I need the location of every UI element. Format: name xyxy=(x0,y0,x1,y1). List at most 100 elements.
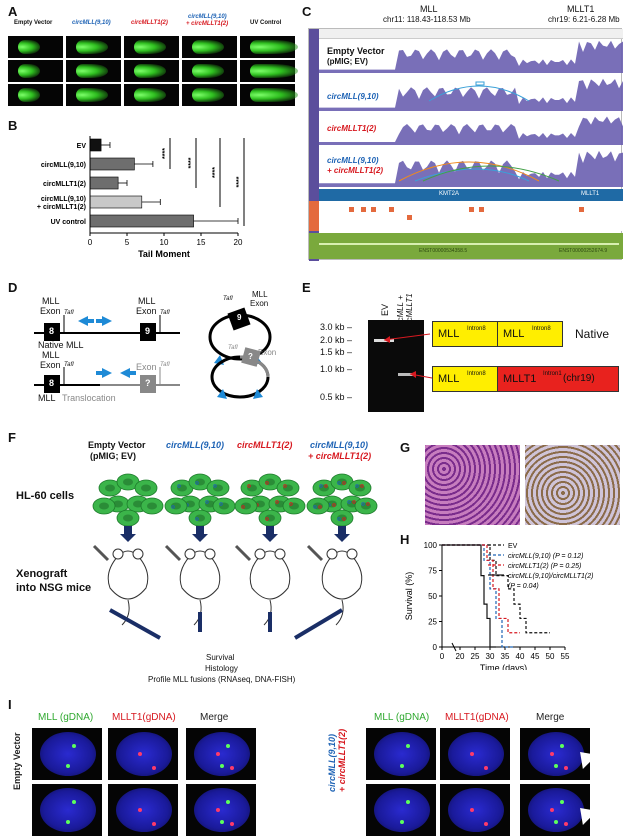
d-exon8-2: 8 xyxy=(49,378,55,388)
fusion-right-intron: Intron1 xyxy=(543,371,562,377)
h-series-line xyxy=(442,544,496,648)
comet-image xyxy=(124,60,179,82)
agarose-gel xyxy=(368,320,424,412)
fish-header: Empty Vector xyxy=(12,732,22,790)
d-circ-mll: MLL xyxy=(252,290,268,299)
genome-browser: Empty Vector (pMIG; EV) circMLL(9,10) ci… xyxy=(308,28,623,261)
syringe xyxy=(164,544,182,562)
down-arrow xyxy=(120,526,136,542)
convergence-arrow xyxy=(109,608,161,640)
track-ev: Empty Vector xyxy=(327,46,385,56)
a-col-combo-2: + circMLLT1(2) xyxy=(186,21,229,27)
fish-nucleus-image xyxy=(366,728,436,780)
b-significance: **** xyxy=(188,157,195,168)
fusion-right-chr: (chr19) xyxy=(563,373,595,384)
fusion-right-mllt1: MLLT1 xyxy=(503,373,537,385)
h-legend-entry: circMLL(9,10)/circMLLT1(2) xyxy=(508,573,593,580)
b-bar xyxy=(89,214,194,228)
mouse xyxy=(107,550,149,600)
b-significance: **** xyxy=(236,176,243,187)
h-legend-entry: circMLL(9,10) (P = 0.12) xyxy=(508,553,583,560)
b-xlabel: Tail Moment xyxy=(138,249,190,259)
comet-image xyxy=(182,84,237,106)
h-xtick: 30 xyxy=(486,652,495,661)
fish-nucleus-image xyxy=(186,784,256,836)
a-col-circmll: circMLL(9,10) xyxy=(72,20,111,26)
fusion-box: MLL Intron8 MLLT1 Intron1 (chr19) xyxy=(432,366,619,392)
ladder-mark: 1.5 kb – xyxy=(320,347,353,357)
mll-schematic xyxy=(34,307,272,393)
d-q-1: ? xyxy=(145,378,151,388)
b-xtick: 15 xyxy=(197,238,206,247)
d-trans-label: Translocation xyxy=(62,393,116,403)
f-col3: circMLLT1(2) xyxy=(237,440,293,450)
circ-translocation xyxy=(210,347,270,399)
coverage-tracks xyxy=(319,40,623,187)
coverage-track xyxy=(319,150,623,187)
native-right-mll: MLL xyxy=(503,328,525,340)
a-col-uv: UV Control xyxy=(250,20,282,26)
fish-nucleus-image xyxy=(520,728,590,780)
b-significance: **** xyxy=(162,148,169,159)
fish-header: MLLT1(gDNA) xyxy=(112,712,176,723)
d-exon-4: Exon xyxy=(136,362,157,372)
fish-nucleus-image xyxy=(440,728,510,780)
down-arrow xyxy=(262,526,278,542)
h-series-line xyxy=(442,544,514,648)
ladder-mark: 1.0 kb – xyxy=(320,364,353,374)
comet-image xyxy=(240,84,298,106)
h-ytick: 50 xyxy=(428,592,437,601)
d-circ-exon: Exon xyxy=(250,299,269,308)
comet-image xyxy=(240,36,298,58)
down-arrow xyxy=(192,526,208,542)
h-xlabel: Time (days) xyxy=(480,663,527,670)
d-tafi-3: TafI xyxy=(64,362,74,368)
histology-he xyxy=(425,445,520,525)
b-category-label: circMLL(9,10) xyxy=(41,196,86,203)
fish-nucleus-image xyxy=(520,784,590,836)
b-category-label: EV xyxy=(77,143,87,150)
d-exon8-1: 8 xyxy=(49,326,55,336)
panel-a-label: A xyxy=(8,4,18,19)
b-bar xyxy=(89,138,102,152)
fish-nucleus-image xyxy=(366,784,436,836)
fish-nucleus-image xyxy=(108,728,178,780)
fish-nucleus-image xyxy=(186,728,256,780)
d-mll-2: MLL xyxy=(138,296,156,306)
b-bar xyxy=(89,176,119,190)
comet-image xyxy=(66,36,121,58)
h-legend-entry: EV xyxy=(508,543,518,550)
native-left-mll: MLL xyxy=(438,328,460,340)
b-bar xyxy=(89,157,135,171)
fusion-left-intron: Intron8 xyxy=(467,371,486,377)
f-out1: Survival xyxy=(206,653,235,662)
b-category-label: circMLLT1(2) xyxy=(43,181,86,188)
browser-sidebar xyxy=(309,29,319,261)
comet-image xyxy=(182,60,237,82)
b-significance: **** xyxy=(212,167,219,178)
f-out3: Profile MLL fusions (RNAseq, DNA-FISH) xyxy=(148,675,296,684)
d-exon-1: Exon xyxy=(40,306,61,316)
a-col-combo-1: circMLL(9,10) xyxy=(188,14,227,20)
h-xtick: 55 xyxy=(561,652,570,661)
fish-nucleus-image xyxy=(108,784,178,836)
ladder-mark: 3.0 kb – xyxy=(320,322,353,332)
f-col2: circMLL(9,10) xyxy=(166,440,225,450)
tail-moment-chart: EV circMLL(9,10) circMLLT1(2) circMLL(9,10)… xyxy=(37,136,245,259)
native-left-intron: Intron8 xyxy=(467,326,486,332)
h-ytick: 75 xyxy=(428,567,437,576)
track-circmllt1: circMLLT1(2) xyxy=(327,124,377,133)
f-out2: Histology xyxy=(205,664,238,673)
h-xtick: 45 xyxy=(531,652,540,661)
d-exon-3: Exon xyxy=(40,360,61,370)
panel-f-label: F xyxy=(8,430,16,445)
syringe xyxy=(92,544,110,562)
native-box: MLL Intron8 MLL Intron8 xyxy=(432,321,563,347)
panel-e-label: E xyxy=(302,280,311,295)
fusion-left-mll: MLL xyxy=(438,373,460,385)
coverage-track xyxy=(319,40,623,73)
fish-header: Merge xyxy=(200,712,229,723)
b-category-label: + circMLLT1(2) xyxy=(37,204,86,211)
f-col1-b: (pMIG; EV) xyxy=(90,451,136,461)
ladder-mark: 0.5 kb – xyxy=(320,392,353,402)
